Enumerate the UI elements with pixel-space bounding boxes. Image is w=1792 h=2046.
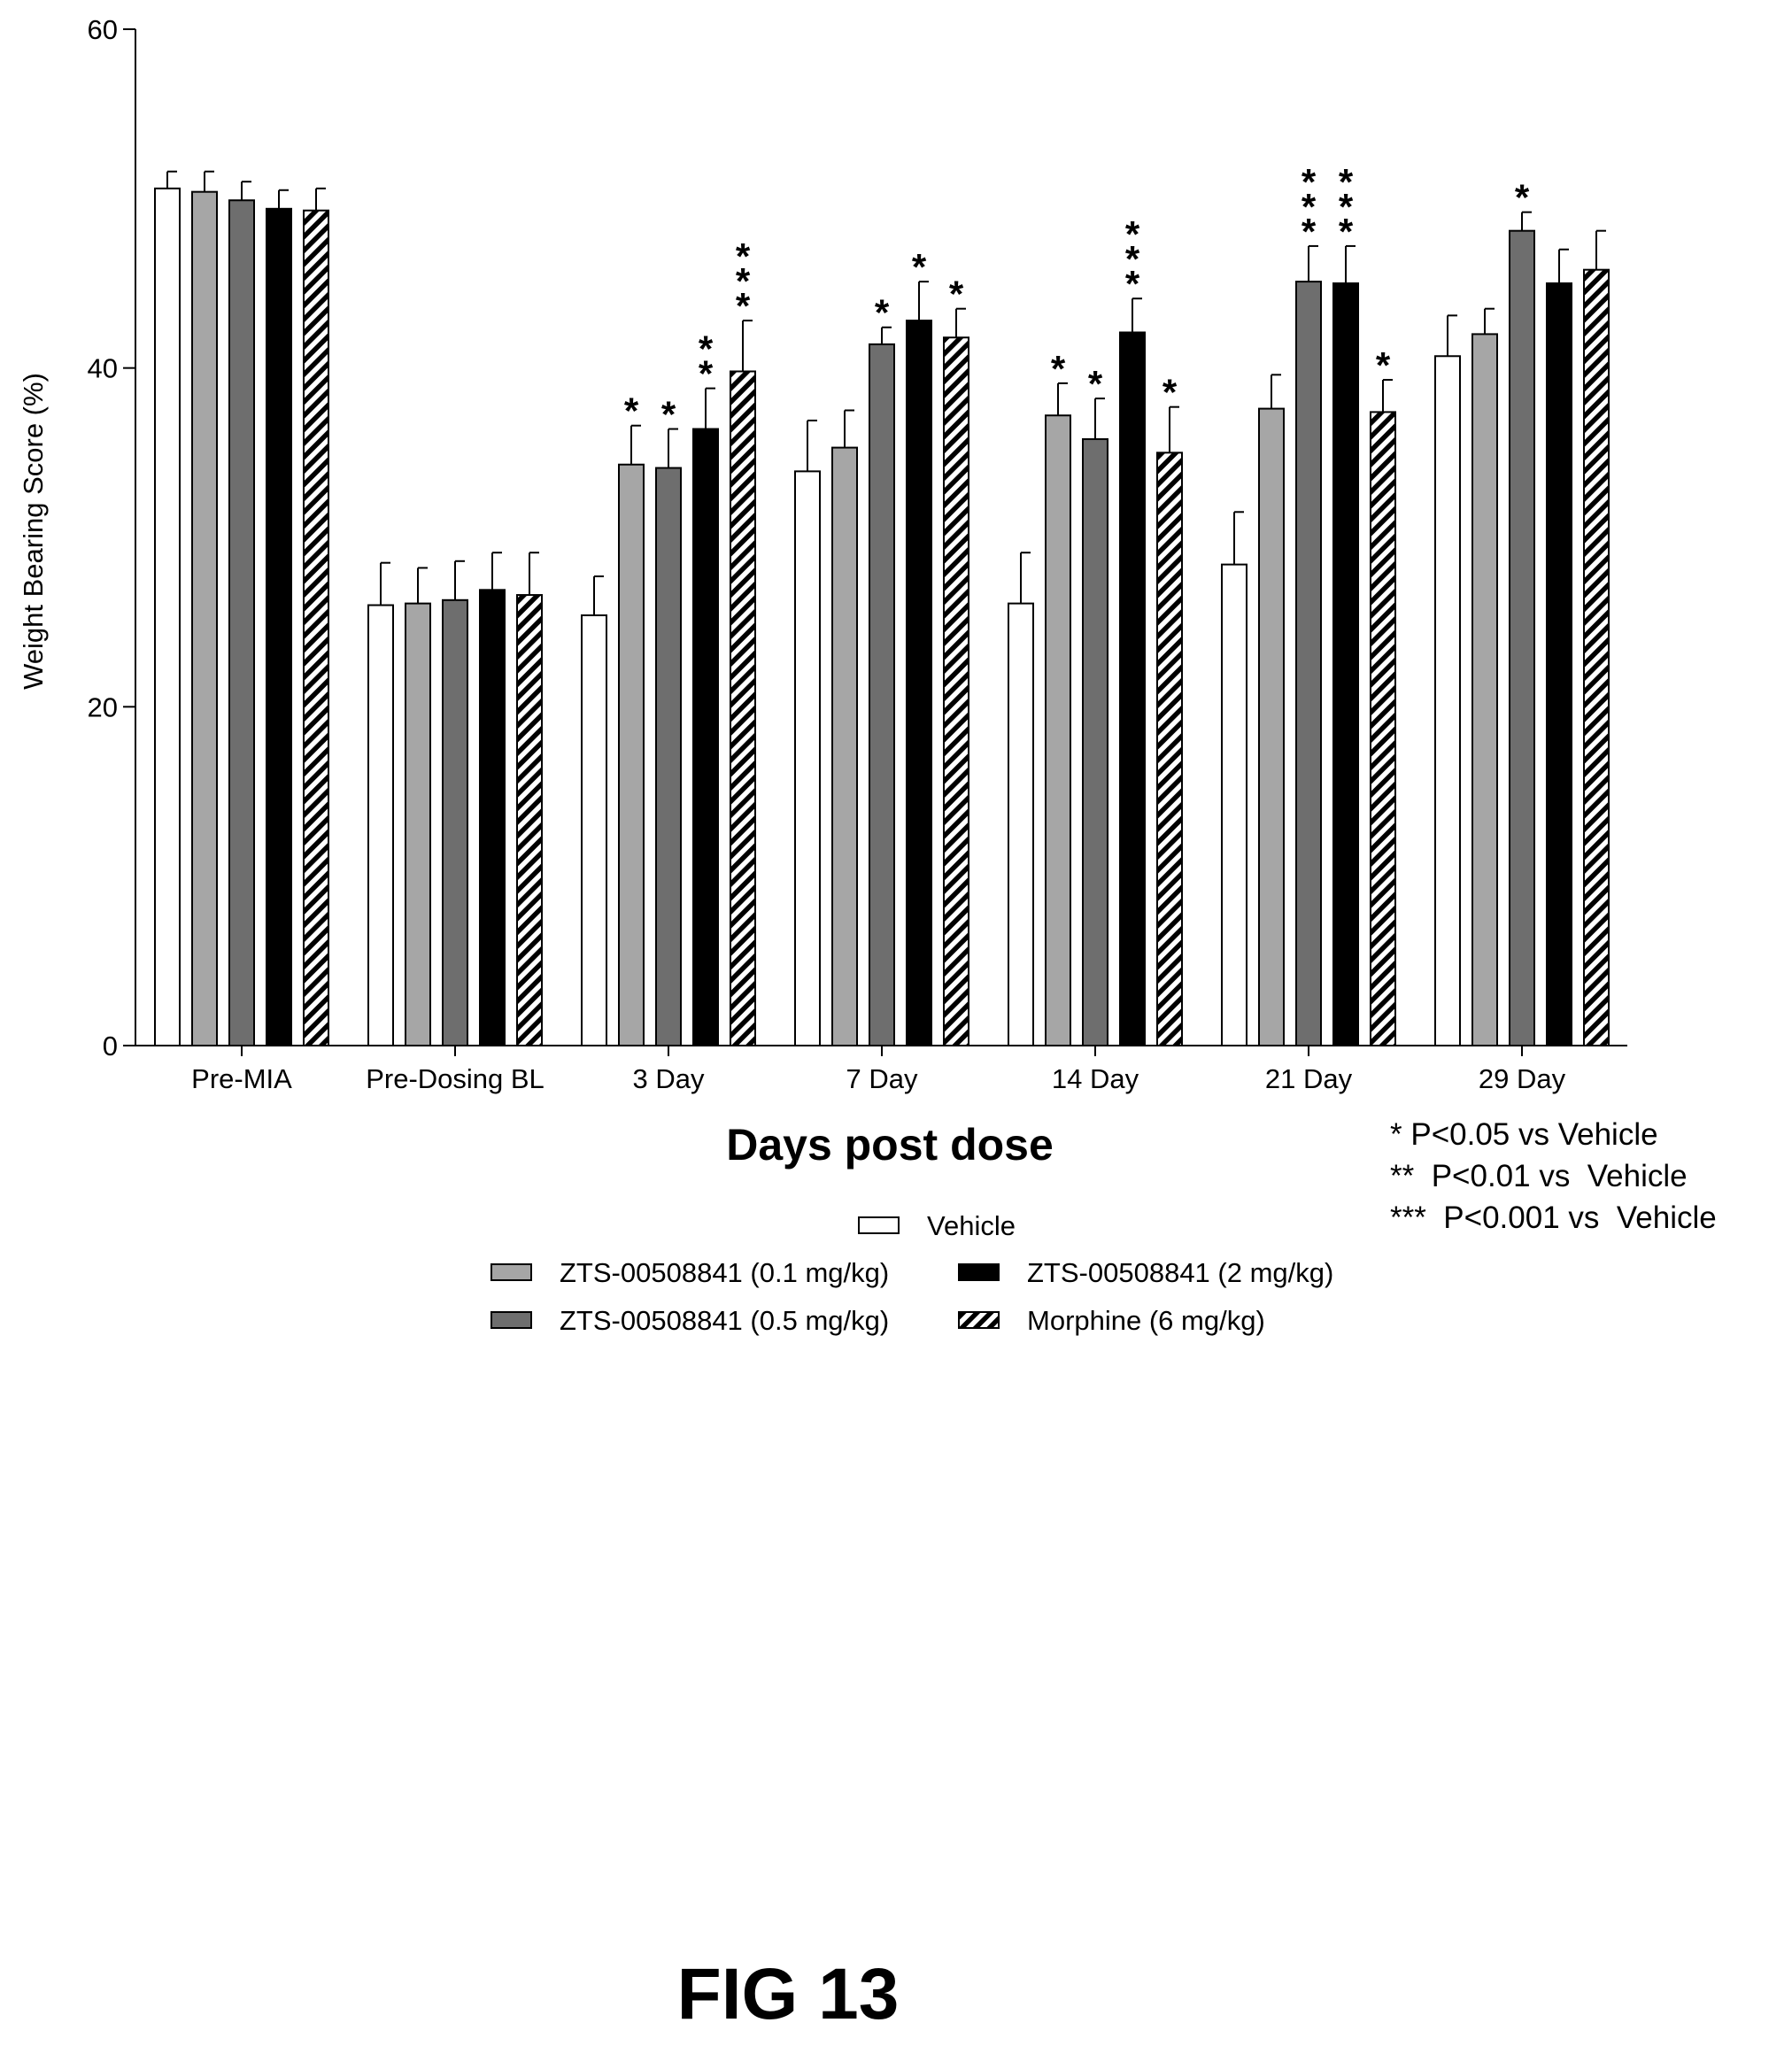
legend-label-morphine: Morphine (6 mg/kg) <box>1027 1305 1265 1336</box>
significance-mark: * <box>1339 186 1354 228</box>
significance-mark: * <box>736 260 751 302</box>
significance-notes: * P<0.05 vs Vehicle ** P<0.01 vs Vehicle… <box>1390 1117 1717 1235</box>
significance-mark: * <box>1125 238 1140 280</box>
significance-mark: * <box>1339 161 1354 203</box>
sig-note-p001: ** P<0.01 vs Vehicle <box>1390 1159 1688 1193</box>
bar <box>266 207 292 1046</box>
significance-mark: * <box>1302 186 1317 228</box>
sig-note-p005: * P<0.05 vs Vehicle <box>1390 1117 1658 1152</box>
bar <box>1156 452 1183 1047</box>
bar <box>1332 282 1359 1046</box>
x-tick-label: Pre-Dosing BL <box>366 1063 545 1094</box>
legend-swatch-zts-0-1 <box>490 1263 532 1281</box>
bar <box>1082 438 1108 1046</box>
bar <box>367 604 394 1046</box>
bar <box>1509 229 1535 1047</box>
legend-swatch-zts-2 <box>958 1263 1000 1281</box>
y-tick-label: 40 <box>88 353 118 384</box>
bar <box>228 199 255 1047</box>
x-tick-label: 14 Day <box>1052 1063 1139 1094</box>
legend-swatch-zts-0-5 <box>490 1311 532 1329</box>
bar <box>1546 282 1572 1046</box>
significance-mark: * <box>949 274 964 315</box>
bar <box>655 467 682 1046</box>
significance-mark: * <box>736 235 751 277</box>
significance-mark: * <box>1302 161 1317 203</box>
significance-mark: * <box>1125 263 1140 305</box>
bar <box>1434 355 1461 1047</box>
significance-mark: * <box>1515 177 1530 219</box>
legend-swatch-vehicle <box>858 1216 900 1234</box>
significance-mark: * <box>1376 344 1391 386</box>
significance-mark: * <box>1339 211 1354 252</box>
bar <box>1295 281 1322 1046</box>
bar <box>1471 333 1498 1046</box>
sig-note-p0001: *** P<0.001 vs Vehicle <box>1390 1201 1717 1235</box>
bar <box>1258 407 1285 1046</box>
bar <box>1045 414 1071 1046</box>
x-tick-label: 7 Day <box>846 1063 918 1094</box>
bar <box>516 594 543 1046</box>
bar <box>581 614 607 1046</box>
bar <box>1221 563 1247 1046</box>
y-tick-label: 0 <box>103 1031 118 1062</box>
bar <box>794 470 821 1046</box>
bar <box>618 463 645 1046</box>
x-tick-label: 3 Day <box>633 1063 705 1094</box>
bar <box>869 343 895 1046</box>
significance-mark: * <box>661 394 676 436</box>
significance-mark: * <box>699 328 714 370</box>
significance-mark: * <box>1162 372 1178 413</box>
y-axis-title: Weight Bearing Score (%) <box>18 373 49 690</box>
bar <box>1583 268 1610 1046</box>
legend-swatch-morphine <box>958 1311 1000 1329</box>
significance-mark: * <box>1125 213 1140 255</box>
significance-mark: * <box>624 390 639 432</box>
y-tick-label: 60 <box>88 14 118 45</box>
significance-mark: * <box>875 292 890 334</box>
bar <box>906 320 932 1046</box>
bar <box>405 602 431 1046</box>
bar <box>442 598 468 1046</box>
x-tick-label: Pre-MIA <box>191 1063 292 1094</box>
bar <box>479 589 506 1046</box>
bar <box>303 209 329 1046</box>
significance-mark: * <box>1088 363 1103 405</box>
y-tick-label: 20 <box>88 691 118 722</box>
significance-mark: * <box>1051 348 1066 390</box>
significance-mark: * <box>699 353 714 395</box>
x-tick-label: 29 Day <box>1479 1063 1566 1094</box>
bar <box>1370 411 1396 1046</box>
bar <box>730 370 756 1046</box>
bar <box>831 446 858 1046</box>
significance-mark: * <box>736 285 751 327</box>
bar <box>692 428 719 1046</box>
bar <box>943 336 969 1046</box>
legend-label-zts-2: ZTS-00508841 (2 mg/kg) <box>1027 1257 1333 1288</box>
bar <box>154 187 181 1046</box>
legend-label-zts-0-5: ZTS-00508841 (0.5 mg/kg) <box>560 1305 889 1336</box>
x-tick-label: 21 Day <box>1265 1063 1353 1094</box>
legend: Vehicle ZTS-00508841 (0.1 mg/kg) ZTS-005… <box>490 1210 1333 1336</box>
bar <box>1008 602 1034 1046</box>
chart-marks: ******** **** *** ********* <box>154 161 1610 1047</box>
bar <box>1119 331 1146 1046</box>
significance-mark: * <box>912 246 927 288</box>
plot-area: 0 20 40 60 Pre-MIA Pre-Dosing BL 3 Day 7 Day 14 … <box>88 14 1627 1094</box>
significance-mark: * <box>1302 211 1317 252</box>
legend-label-zts-0-1: ZTS-00508841 (0.1 mg/kg) <box>560 1257 889 1288</box>
legend-label-vehicle: Vehicle <box>927 1210 1016 1241</box>
x-axis-title: Days post dose <box>726 1120 1054 1170</box>
figure-label: FIG 13 <box>677 1954 900 2034</box>
bar <box>191 190 218 1046</box>
